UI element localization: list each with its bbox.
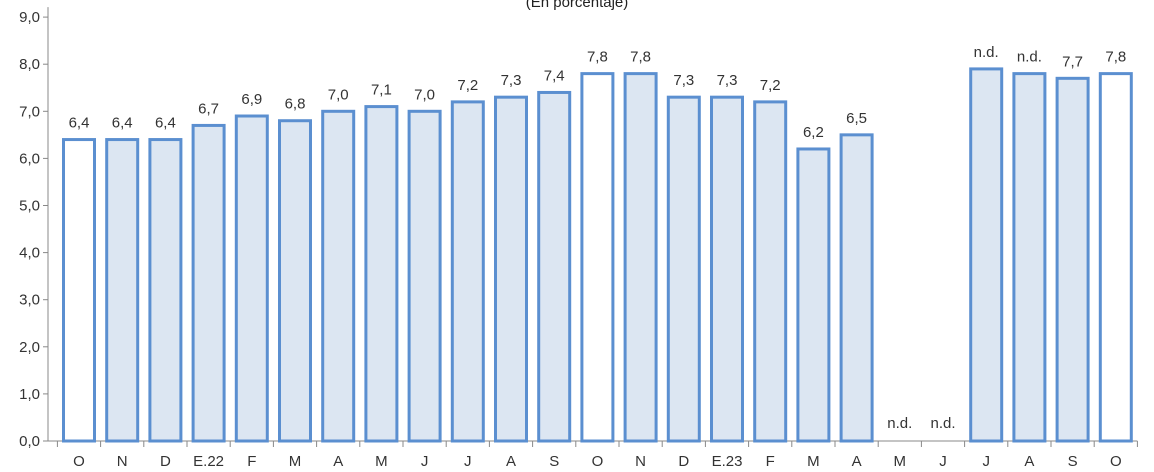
x-tick-label: A	[333, 453, 343, 470]
x-tick-label: M	[289, 453, 302, 470]
data-label: 7,8	[587, 49, 608, 66]
y-tick-label: 6,0	[19, 150, 40, 167]
y-tick-label: 4,0	[19, 245, 40, 262]
bar	[580, 72, 615, 443]
y-tick-label: 2,0	[19, 339, 40, 356]
bar	[62, 138, 96, 443]
y-tick-label: 9,0	[19, 9, 40, 26]
data-label: 6,4	[155, 115, 176, 132]
data-label: 7,0	[414, 86, 435, 103]
x-tick-label: M	[894, 453, 907, 470]
bar	[148, 138, 183, 443]
bar	[623, 72, 658, 443]
y-tick-label: 3,0	[19, 292, 40, 309]
data-label: 6,4	[69, 115, 90, 132]
bar	[234, 114, 269, 443]
bar	[796, 147, 831, 443]
bar	[364, 105, 399, 443]
bar	[450, 100, 485, 443]
data-label: n.d.	[887, 415, 912, 432]
x-tick-label: N	[117, 453, 128, 470]
bar	[753, 100, 788, 443]
x-tick-label: J	[464, 453, 472, 470]
data-label: 7,8	[630, 49, 651, 66]
data-label: 7,3	[673, 72, 694, 89]
x-tick-label: O	[592, 453, 604, 470]
y-tick-label: 8,0	[19, 56, 40, 73]
data-label: 6,2	[803, 124, 824, 141]
data-label: 7,3	[501, 72, 522, 89]
data-label: 7,7	[1062, 53, 1083, 70]
x-tick-label: F	[247, 453, 256, 470]
x-tick-label: A	[1024, 453, 1034, 470]
bar	[969, 67, 1004, 443]
x-tick-label: A	[506, 453, 516, 470]
data-label: 7,2	[457, 77, 478, 94]
x-tick-label: E.22	[193, 453, 224, 470]
bar	[666, 95, 701, 443]
x-tick-label: J	[982, 453, 990, 470]
bar	[1055, 76, 1090, 443]
x-tick-label: O	[73, 453, 85, 470]
bar	[839, 133, 874, 443]
bar	[537, 90, 572, 443]
x-tick-label: N	[635, 453, 646, 470]
x-tick-label: S	[1068, 453, 1078, 470]
data-label: 7,4	[544, 67, 565, 84]
bar	[407, 109, 442, 443]
bar	[494, 95, 528, 443]
data-label: n.d.	[1017, 49, 1042, 66]
data-label: 7,0	[328, 86, 349, 103]
x-tick-label: F	[766, 453, 775, 470]
x-tick-label: M	[807, 453, 820, 470]
y-tick-label: 5,0	[19, 198, 40, 215]
x-tick-label: J	[421, 453, 429, 470]
x-tick-label: D	[678, 453, 689, 470]
data-label: 6,4	[112, 115, 133, 132]
data-label: 7,8	[1105, 49, 1126, 66]
y-tick-label: 0,0	[19, 433, 40, 450]
bar	[191, 123, 226, 443]
bar	[321, 109, 356, 443]
data-label: 7,1	[371, 82, 392, 99]
data-label: 6,9	[241, 91, 262, 108]
bar	[278, 119, 312, 443]
x-tick-label: M	[375, 453, 388, 470]
bar	[1012, 72, 1047, 443]
x-tick-label: D	[160, 453, 171, 470]
x-tick-label: J	[939, 453, 947, 470]
x-tick-label: S	[549, 453, 559, 470]
data-label: 6,5	[846, 110, 867, 127]
y-tick-label: 1,0	[19, 386, 40, 403]
data-label: n.d.	[974, 44, 999, 61]
data-label: 7,3	[717, 72, 738, 89]
data-label: 6,7	[198, 100, 219, 117]
data-label: 6,8	[285, 96, 306, 113]
bar	[710, 95, 744, 443]
chart-subtitle: (En porcentaje)	[525, 0, 629, 11]
y-tick-label: 7,0	[19, 103, 40, 120]
x-tick-label: A	[852, 453, 862, 470]
x-tick-label: O	[1110, 453, 1122, 470]
data-label: 7,2	[760, 77, 781, 94]
data-label: n.d.	[930, 415, 955, 432]
bar	[105, 138, 140, 443]
bar	[1098, 72, 1133, 443]
x-tick-label: E.23	[712, 453, 743, 470]
